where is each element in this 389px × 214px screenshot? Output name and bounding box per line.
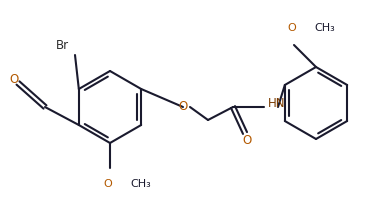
Text: O: O: [9, 73, 19, 86]
Text: CH₃: CH₃: [130, 179, 151, 189]
Text: O: O: [103, 179, 112, 189]
Text: O: O: [287, 23, 296, 33]
Text: HN: HN: [268, 97, 286, 110]
Text: O: O: [179, 100, 187, 113]
Text: CH₃: CH₃: [314, 23, 335, 33]
Text: O: O: [242, 135, 252, 147]
Text: Br: Br: [56, 39, 68, 52]
